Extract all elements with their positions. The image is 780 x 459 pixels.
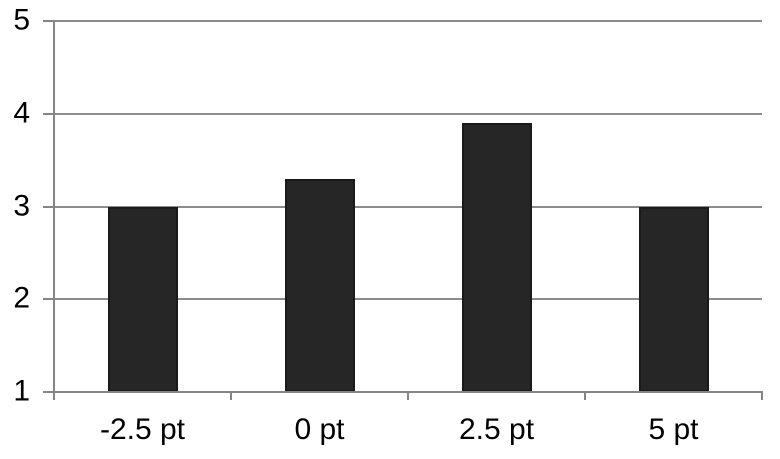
x-axis-tick — [584, 392, 586, 400]
bar — [284, 178, 355, 392]
y-axis-tick-label: 1 — [13, 374, 30, 408]
y-axis-tick-label: 5 — [13, 3, 30, 37]
y-axis-tick-label: 3 — [13, 188, 30, 222]
y-axis-tick — [43, 205, 54, 208]
y-axis-tick-label: 4 — [13, 96, 30, 130]
y-axis-line — [53, 21, 55, 400]
y-axis-tick-label: 2 — [13, 281, 30, 315]
x-axis-category-label: -2.5 pt — [99, 413, 186, 446]
bar — [461, 123, 532, 392]
gridline — [54, 112, 762, 115]
x-axis-category-label: 0 pt — [294, 413, 345, 446]
gridline — [54, 205, 762, 208]
x-axis-tick — [761, 392, 763, 400]
gridline — [54, 298, 762, 301]
x-axis-tick — [230, 392, 232, 400]
y-axis-tick — [43, 298, 54, 301]
x-axis-category-label: 5 pt — [648, 413, 699, 446]
gridline — [54, 20, 762, 22]
bar — [107, 206, 178, 392]
x-axis-line — [53, 391, 763, 393]
bar — [638, 206, 709, 392]
y-axis-tick — [43, 20, 54, 22]
y-axis-tick — [43, 391, 54, 393]
y-axis-tick — [43, 112, 54, 115]
x-axis-category-label: 2.5 pt — [458, 413, 535, 446]
x-axis-tick — [407, 392, 409, 400]
